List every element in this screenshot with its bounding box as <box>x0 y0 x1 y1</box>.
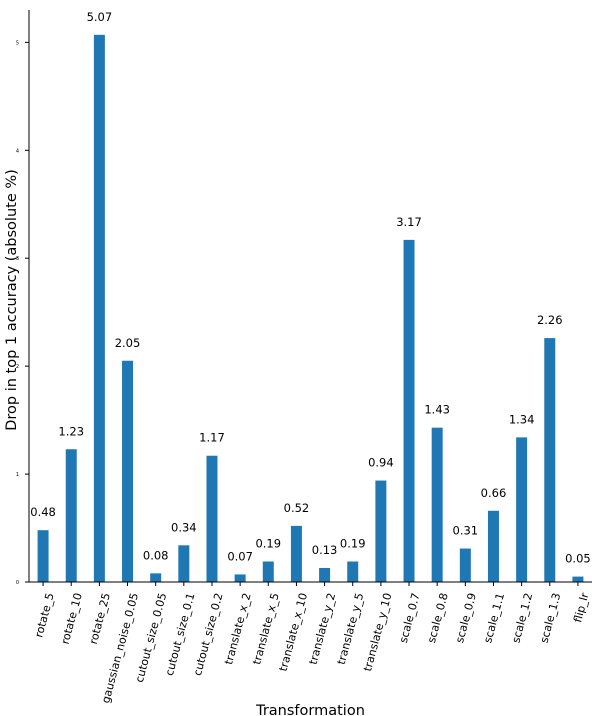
x-tick-label-scale_0.9: scale_0.9 <box>453 591 479 644</box>
bar-gaussian_noise_0.05 <box>122 360 134 582</box>
y-tick-label-1: 1 <box>16 472 19 478</box>
value-label-scale_1.1: 0.66 <box>481 486 507 500</box>
bar-scale_0.8 <box>431 427 443 582</box>
value-label-scale_0.7: 3.17 <box>396 215 422 229</box>
value-label-flip_lr: 0.05 <box>565 552 591 566</box>
x-tick-label-scale_0.7: scale_0.7 <box>397 591 423 644</box>
value-label-cutout_size_0.05: 0.08 <box>143 548 169 562</box>
bar-translate_x_5 <box>262 561 274 582</box>
x-tick-label-cutout_size_0.2: cutout_size_0.2 <box>191 591 226 677</box>
value-label-rotate_10: 1.23 <box>58 424 84 438</box>
bar-translate_y_2 <box>319 567 331 582</box>
y-axis-label: Drop in top 1 accuracy (absolute %) <box>4 169 20 431</box>
x-tick-label-rotate_25: rotate_25 <box>87 591 113 645</box>
x-tick-label-translate_y_5: translate_y_5 <box>335 591 367 666</box>
bar-translate_y_5 <box>347 561 359 582</box>
bar-scale_1.3 <box>544 338 556 582</box>
bar-cutout_size_0.1 <box>178 545 190 582</box>
bar-scale_0.9 <box>459 548 471 582</box>
value-label-rotate_5: 0.48 <box>30 505 56 519</box>
value-label-translate_x_2: 0.07 <box>227 549 253 563</box>
x-tick-label-scale_1.3: scale_1.3 <box>538 591 564 644</box>
value-label-cutout_size_0.1: 0.34 <box>171 520 197 534</box>
bar-cutout_size_0.05 <box>150 573 162 582</box>
value-label-scale_1.3: 2.26 <box>537 313 563 327</box>
bar-flip_lr <box>572 576 584 582</box>
x-tick-label-cutout_size_0.1: cutout_size_0.1 <box>163 591 198 677</box>
y-axis-ticks: 0 1 2 3 4 5 <box>16 40 29 586</box>
value-label-translate_y_5: 0.19 <box>340 536 366 550</box>
value-label-scale_0.8: 1.43 <box>424 403 450 417</box>
x-tick-label-rotate_10: rotate_10 <box>59 591 85 645</box>
bar-rotate_10 <box>65 449 77 582</box>
x-axis-ticks: rotate_5 rotate_10 rotate_25gaussian_noise… <box>32 582 592 705</box>
y-tick-label-4: 4 <box>16 148 19 154</box>
y-tick-label-5: 5 <box>16 40 19 46</box>
value-label-rotate_25: 5.07 <box>87 10 113 24</box>
y-tick-label-2: 2 <box>16 364 19 370</box>
value-label-scale_1.2: 1.34 <box>509 412 535 426</box>
y-tick-label-3: 3 <box>16 256 19 262</box>
x-tick-label-translate_x_2: translate_x_2 <box>222 591 254 666</box>
value-label-cutout_size_0.2: 1.17 <box>199 431 225 445</box>
value-label-translate_y_2: 0.13 <box>312 543 338 557</box>
bar-scale_1.2 <box>516 437 528 582</box>
y-tick-label-0: 0 <box>16 580 19 586</box>
x-tick-label-scale_1.1: scale_1.1 <box>481 591 507 644</box>
x-tick-label-translate_y_10: translate_y_10 <box>361 591 394 672</box>
x-tick-label-rotate_5: rotate_5 <box>32 591 56 638</box>
bar-rotate_5 <box>37 530 49 582</box>
value-label-translate_x_10: 0.52 <box>284 501 310 515</box>
x-axis-label: Transformation <box>255 703 365 716</box>
bars-group <box>37 34 584 582</box>
value-label-scale_0.9: 0.31 <box>453 524 479 538</box>
bar-translate_y_10 <box>375 480 387 582</box>
bar-rotate_25 <box>93 34 105 582</box>
bar-scale_0.7 <box>403 239 415 582</box>
value-label-gaussian_noise_0.05: 2.05 <box>115 336 141 350</box>
bar-cutout_size_0.2 <box>206 455 218 582</box>
value-label-translate_x_5: 0.19 <box>255 536 281 550</box>
x-tick-label-translate_x_10: translate_x_10 <box>277 591 310 672</box>
bar-scale_1.1 <box>487 510 499 582</box>
bar-translate_x_10 <box>290 525 302 582</box>
x-tick-label-flip_lr: flip_lr <box>571 591 591 624</box>
bar-translate_x_2 <box>234 574 246 582</box>
x-tick-label-translate_y_2: translate_y_2 <box>307 591 339 666</box>
x-tick-label-scale_0.8: scale_0.8 <box>425 591 451 644</box>
value-labels-group: 0.481.235.072.050.080.341.170.070.190.52… <box>30 10 590 566</box>
x-tick-label-scale_1.2: scale_1.2 <box>509 591 535 644</box>
x-tick-label-translate_x_5: translate_x_5 <box>250 591 282 666</box>
value-label-translate_y_10: 0.94 <box>368 456 394 470</box>
